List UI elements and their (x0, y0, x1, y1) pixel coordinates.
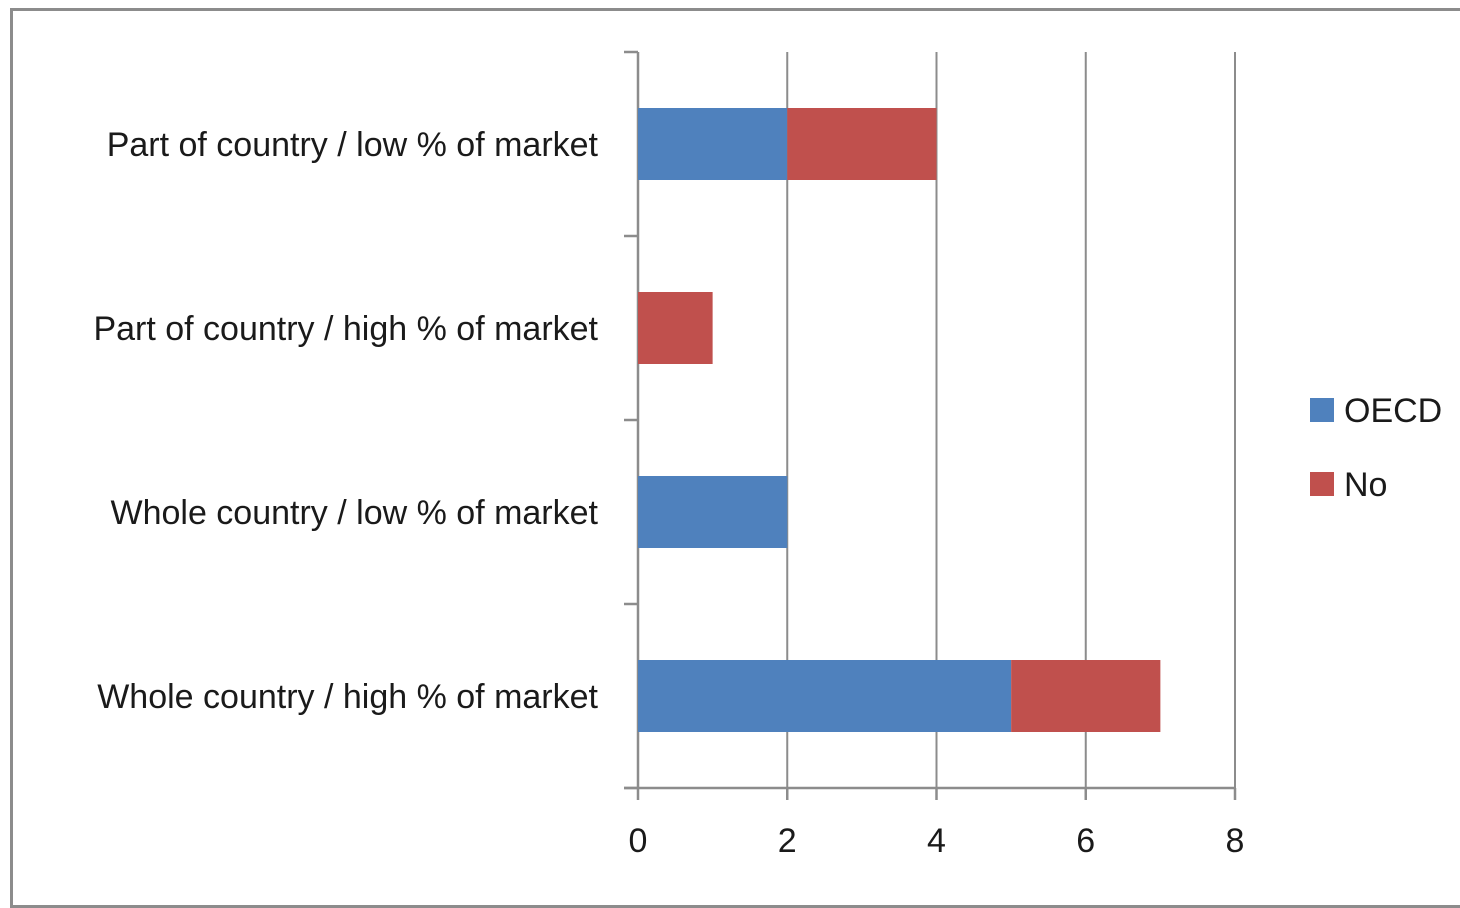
bar-no (787, 108, 937, 180)
category-label: Part of country / high % of market (93, 310, 598, 348)
bar-oecd (638, 476, 788, 548)
category-label: Whole country / low % of market (110, 494, 598, 532)
x-tick-label: 8 (1226, 822, 1245, 860)
category-label: Whole country / high % of market (97, 678, 598, 716)
stacked-bar-chart: 0 2 4 6 8 Part of country / low % of market Pa… (93, 50, 1442, 860)
legend-swatch-no (1310, 472, 1334, 496)
x-tick-label: 4 (927, 822, 946, 860)
x-tick-label: 0 (629, 822, 648, 860)
legend-label-oecd: OECD (1344, 392, 1442, 430)
bar-oecd (638, 108, 788, 180)
legend-label-no: No (1344, 466, 1387, 504)
category-label: Part of country / low % of market (107, 126, 599, 164)
bar-no (638, 292, 713, 364)
bar-oecd (638, 660, 1012, 732)
x-tick-label: 2 (778, 822, 797, 860)
legend-swatch-oecd (1310, 398, 1334, 422)
bar-no (1011, 660, 1161, 732)
x-tick-label: 6 (1076, 822, 1095, 860)
